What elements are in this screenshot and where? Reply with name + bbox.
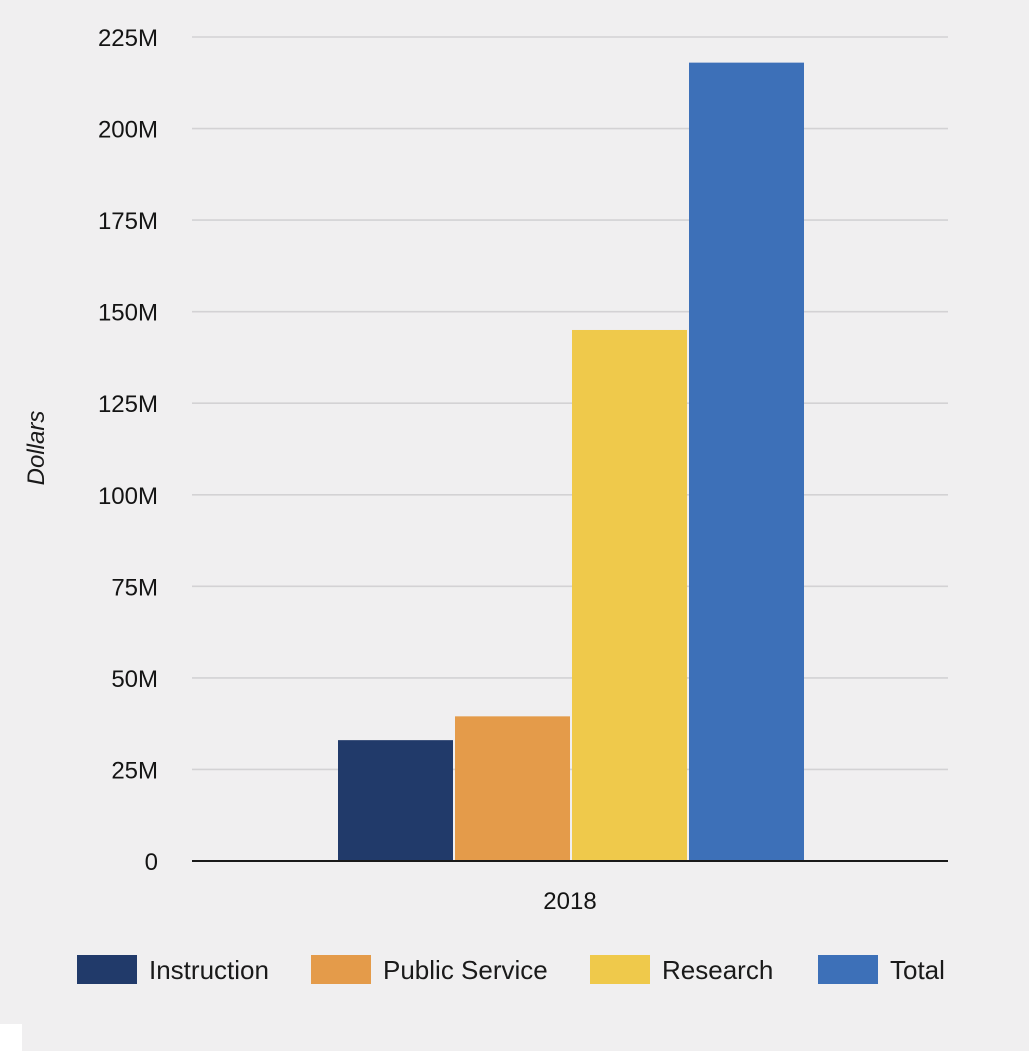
x-tick-label-2018: 2018	[543, 888, 596, 915]
y-tick-label: 175M	[98, 208, 158, 235]
y-tick-label: 50M	[111, 666, 158, 693]
bars	[338, 62, 804, 861]
legend-swatch-public-service	[311, 955, 371, 984]
bar-research	[572, 329, 687, 861]
legend-swatch-research	[590, 955, 650, 984]
bar-total	[689, 62, 804, 861]
bar-public-service	[455, 716, 570, 861]
y-tick-label: 225M	[98, 25, 158, 52]
legend-label-instruction: Instruction	[149, 955, 269, 985]
legend-swatch-instruction	[77, 955, 137, 984]
y-tick-label: 25M	[111, 757, 158, 784]
y-tick-label: 200M	[98, 117, 158, 144]
y-tick-label: 100M	[98, 483, 158, 510]
y-tick-label: 150M	[98, 300, 158, 327]
gridlines	[192, 36, 948, 771]
y-tick-labels: 0 25M 50M 75M 100M 125M 150M 175M 200M 225M	[98, 25, 158, 876]
y-axis-label: Dollars	[23, 411, 50, 486]
bar-instruction	[338, 740, 453, 861]
legend-label-total: Total	[890, 955, 945, 985]
legend-swatch-total	[818, 955, 878, 984]
y-tick-label: 0	[145, 849, 158, 876]
y-tick-label: 125M	[98, 391, 158, 418]
legend-label-public-service: Public Service	[383, 955, 548, 985]
legend-label-research: Research	[662, 955, 773, 985]
legend: Instruction Public Service Research Total	[77, 955, 945, 985]
y-tick-label: 75M	[111, 574, 158, 601]
corner-patch	[0, 1024, 22, 1051]
